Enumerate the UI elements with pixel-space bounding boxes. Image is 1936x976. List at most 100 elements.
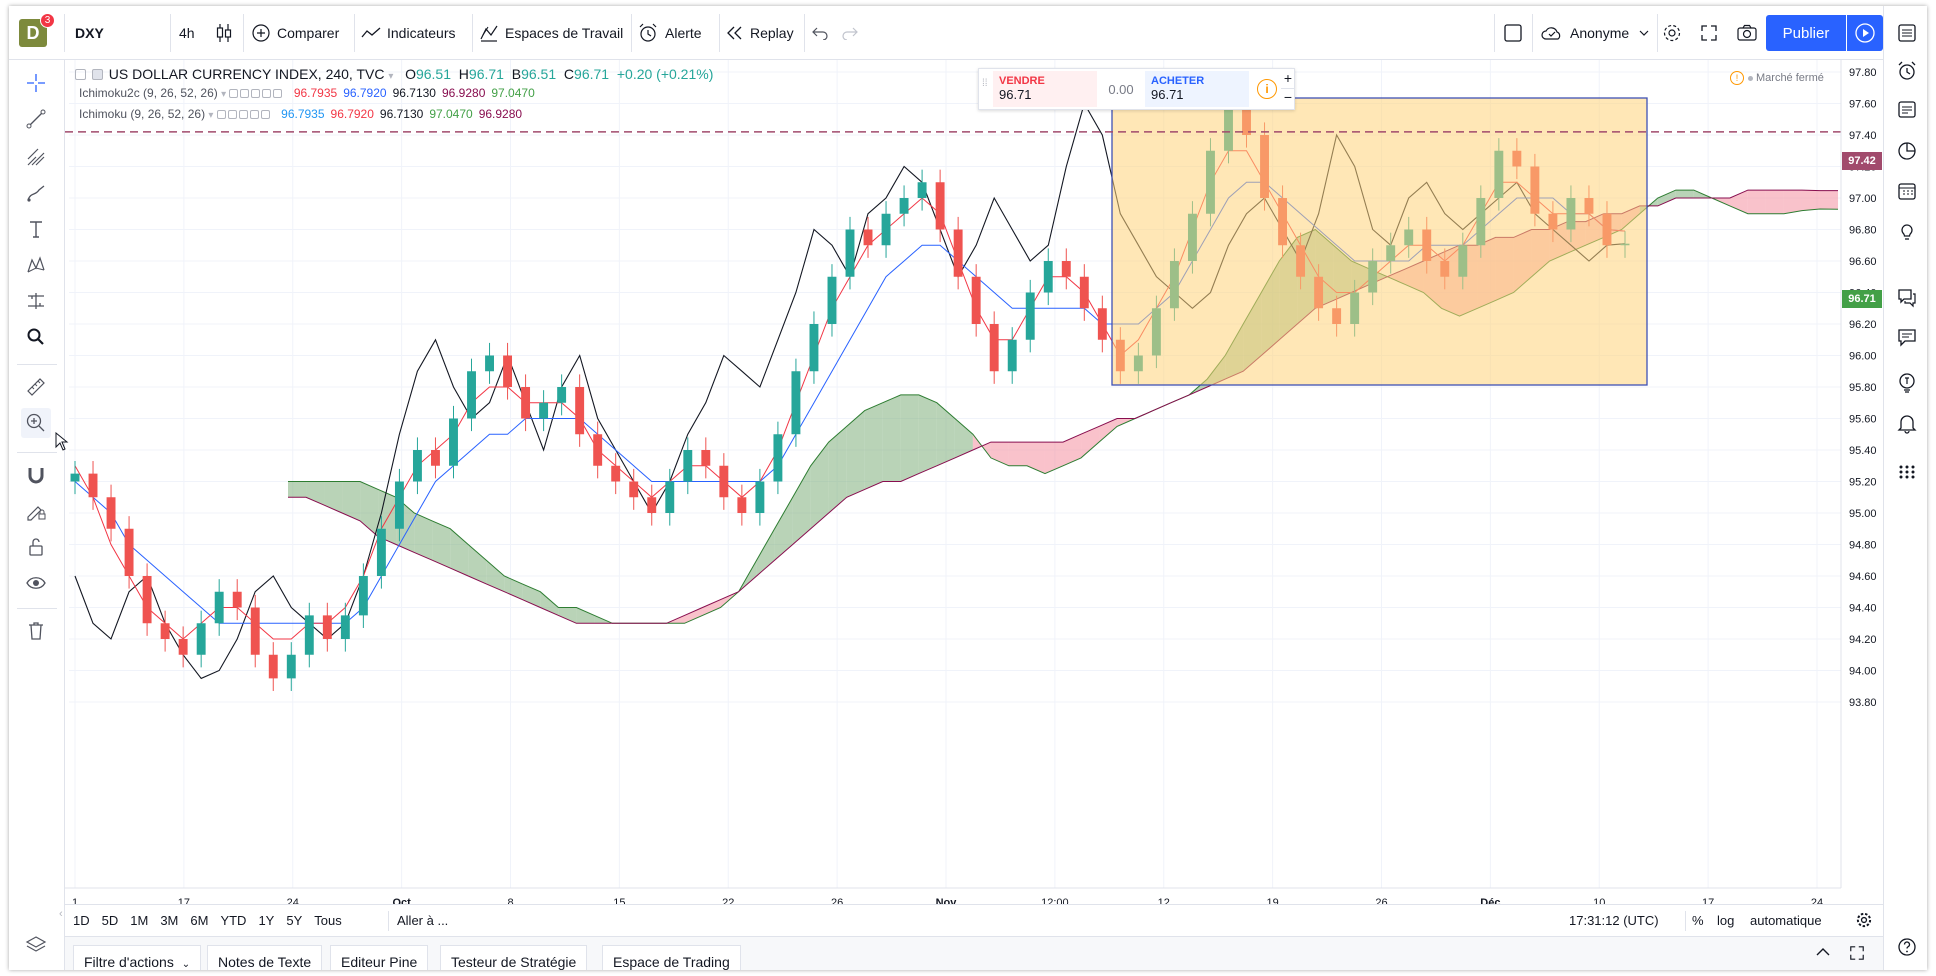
log-scale-toggle[interactable]: log [1717,913,1735,928]
replay-button[interactable]: Replay [726,18,794,48]
notifications-button[interactable] [1894,410,1920,436]
percent-scale-toggle[interactable]: % [1692,913,1704,928]
interval-button[interactable]: 4h [179,18,207,48]
eye-icon[interactable] [216,110,226,119]
expand-icon [1701,25,1717,41]
info-icon[interactable]: i [1257,79,1277,99]
cloud-segment [1801,190,1820,211]
chats-button[interactable] [1894,324,1920,350]
chevron-down-icon[interactable]: ▾ [208,110,214,121]
gear-icon[interactable] [240,89,250,98]
clock[interactable]: 17:31:12 (UTC) [1569,913,1659,928]
brush-tool[interactable] [21,178,51,208]
range-button-6m[interactable]: 6M [190,913,209,928]
collapse-icon[interactable] [75,69,86,80]
order-panel-button[interactable] [1894,458,1920,484]
workspaces-button[interactable]: Espaces de Travail [479,18,623,48]
range-button-ytd[interactable]: YTD [220,913,247,928]
info-glyph: i [1265,82,1269,96]
market-status[interactable]: ! Marché fermé [1730,71,1824,85]
source-icon[interactable] [251,89,261,98]
trend-line-tool[interactable] [21,104,51,134]
close-icon[interactable] [273,89,283,98]
help-button[interactable] [1894,934,1920,960]
redo-button[interactable] [841,18,859,48]
range-button-5y[interactable]: 5Y [286,913,303,928]
date-range-bar: 1D 5D 1M 3M 6M YTD 1Y 5Y Tous Aller à ... 17:31:… [65,904,1883,936]
drag-handle[interactable]: ⁞⁞ [982,78,988,89]
eye-icon[interactable] [229,89,239,98]
collapse-panel-button[interactable] [1815,945,1831,961]
undo-button[interactable] [811,18,829,48]
pitchfork-tool[interactable] [21,142,51,172]
measure-tool[interactable] [21,372,51,402]
range-button-1y[interactable]: 1Y [258,913,275,928]
ideas-button[interactable] [1894,218,1920,244]
streams-button[interactable] [1894,284,1920,310]
compare-button[interactable]: Comparer [251,18,339,48]
more-icon[interactable] [249,110,259,119]
pattern-tool[interactable] [21,250,51,280]
chevron-down-icon[interactable]: ▾ [221,89,227,100]
zoom-search-tool[interactable] [21,322,51,352]
alert-button[interactable]: Alerte [637,18,702,48]
collapse-left-handle[interactable]: ‹ [59,908,63,920]
stay-in-drawing-mode-tool[interactable] [21,496,51,526]
range-button-tous[interactable]: Tous [314,913,342,928]
publish-video-button[interactable] [1847,15,1883,51]
text-tool[interactable] [21,214,51,244]
goto-date-button[interactable]: Aller à ... [397,913,449,928]
range-button-1d[interactable]: 1D [73,913,90,928]
watchlist-button[interactable] [1894,20,1920,46]
range-button-3m[interactable]: 3M [160,913,179,928]
range-button-1m[interactable]: 1M [130,913,149,928]
auto-scale-toggle[interactable]: automatique [1750,913,1822,928]
tab-trading-panel[interactable]: Espace de Trading [602,945,741,970]
range-button-5d[interactable]: 5D [101,913,119,928]
candle-body [917,182,927,198]
zoom-in-tool[interactable] [21,408,51,438]
chart-type-button[interactable] [215,18,233,48]
chevron-down-icon[interactable]: ▾ [388,71,394,82]
indicator-legend-ichimoku2c[interactable]: Ichimoku2c (9, 26, 52, 26) ▾ 96.7935 96.7… [79,86,535,100]
quantity-increase-button[interactable]: + [1281,70,1295,89]
indicator-legend-ichimoku[interactable]: Ichimoku (9, 26, 52, 26) ▾ 96.7935 96.792… [79,107,522,121]
axis-settings-button[interactable] [1855,911,1873,932]
tab-pine-editor[interactable]: Editeur Pine [330,945,429,970]
maximize-panel-button[interactable] [1849,945,1865,964]
close-icon[interactable] [260,110,270,119]
remove-drawings-tool[interactable] [21,616,51,646]
hide-drawings-tool[interactable] [21,568,51,598]
more-icon[interactable] [262,89,272,98]
logo[interactable]: D 3 [19,13,55,47]
hotlists-button[interactable] [1894,138,1920,164]
layout-name-button[interactable]: Anonyme [1540,18,1649,48]
indicators-button[interactable]: Indicateurs [361,18,455,48]
tab-stock-screener[interactable]: Filtre d'actions ⌄ [73,945,202,970]
object-tree-tool[interactable] [21,930,51,960]
lock-drawings-tool[interactable] [21,532,51,562]
gear-icon[interactable] [227,110,237,119]
symbol-search-button[interactable]: DXY [75,18,169,48]
magnet-tool[interactable] [21,460,51,490]
data-window-button[interactable] [1894,96,1920,122]
tab-text-notes[interactable]: Notes de Texte [207,945,323,970]
prediction-tool[interactable] [21,286,51,316]
chart-pane[interactable]: 97.8097.6097.4097.2097.0096.8096.6096.40… [59,60,1883,920]
settings-button[interactable] [1661,18,1683,48]
fullscreen-layout-button[interactable] [1503,18,1523,48]
quantity-decrease-button[interactable]: − [1283,89,1293,105]
buy-button[interactable]: ACHETER 96.71 [1145,71,1249,107]
fullscreen-button[interactable] [1700,18,1718,48]
snapshot-button[interactable] [1736,18,1758,48]
calendar-button[interactable] [1894,178,1920,204]
help-ideas-button[interactable] [1894,370,1920,396]
price-chart[interactable]: 97.8097.6097.4097.2097.0096.8096.6096.40… [65,60,1883,912]
alerts-button[interactable] [1894,58,1920,84]
highlight-rectangle-drawing[interactable] [1111,97,1648,386]
source-icon[interactable] [238,110,248,119]
publish-button[interactable]: Publier [1766,15,1846,51]
tab-strategy-tester[interactable]: Testeur de Stratégie [440,945,588,970]
sell-button[interactable]: VENDRE 96.71 [993,71,1097,107]
crosshair-tool[interactable] [21,68,51,98]
